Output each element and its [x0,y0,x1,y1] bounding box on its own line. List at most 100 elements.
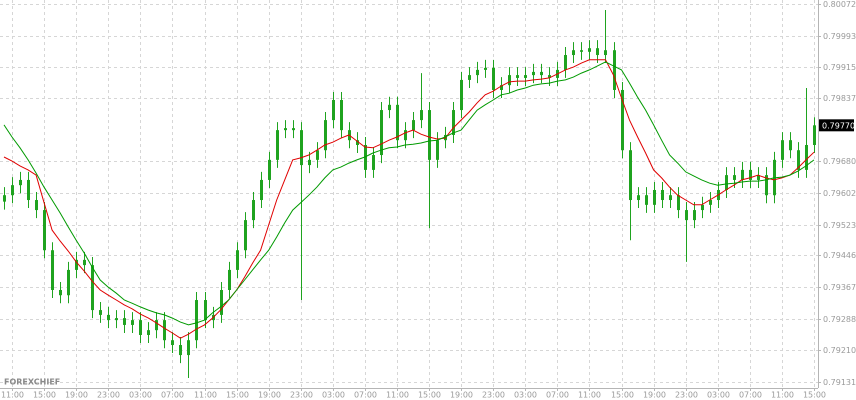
x-tick-label: 11:00 [771,391,794,400]
candle-body [621,89,624,151]
candle-body [524,75,527,78]
candle-body [412,120,415,131]
candle-body [653,189,656,205]
candle-body [139,320,142,335]
candle-body [741,169,744,180]
candle-body [460,79,463,111]
candle-body [580,50,583,52]
moving-average-line [3,59,815,339]
grid-layer [0,0,818,388]
x-tick-label: 23:00 [482,391,505,400]
candle-body [292,128,295,131]
x-tick-label: 03:00 [129,391,152,400]
candle-body [364,144,367,170]
candle-body [757,175,760,180]
x-tick-label: 15:00 [418,391,441,400]
x-tick-label: 19:00 [643,391,666,400]
y-tick-label: 0.79993 [823,32,856,41]
candle-body [733,175,736,180]
candle-body [604,50,607,56]
candle-body [452,110,455,135]
x-tick-label: 15:00 [803,391,826,400]
x-tick-label: 03:00 [322,391,345,400]
candle-body [11,185,14,196]
candle-body [404,130,407,141]
x-tick-label: 15:00 [611,391,634,400]
candle-body [396,104,399,141]
candle-body [805,144,808,170]
candle-body [35,200,38,211]
candle-body [781,140,784,160]
candle-body [228,269,231,290]
y-tick-label: 0.79523 [823,221,856,230]
x-tick-label: 03:00 [707,391,730,400]
y-tick-label: 0.79446 [823,251,856,260]
x-tick-label: 15:00 [33,391,56,400]
candle-body [115,318,118,321]
candle-body [268,159,271,180]
candle-body [340,100,343,131]
x-tick-label: 11:00 [1,391,24,400]
candle-body [27,179,30,201]
x-tick-label: 07:00 [161,391,184,400]
x-tick-label: 23:00 [290,391,313,400]
x-tick-label: 07:00 [739,391,762,400]
candle-body [324,120,327,151]
candle-body [179,345,182,356]
candle-body [613,50,616,90]
candle-body [300,130,303,166]
candle-body [661,189,664,201]
candle-body [236,250,239,270]
candle-body [492,67,495,90]
candle-body [276,130,279,160]
watermark: FOREXCHIEF [4,378,60,387]
candle-body [629,150,632,201]
candle-body [669,195,672,201]
candle-body [155,320,158,331]
candle-body [468,75,471,80]
y-tick-label: 0.79367 [823,283,856,292]
y-tick-label: 0.79837 [823,94,856,103]
candle-body [19,179,22,186]
y-tick-label: 0.79131 [823,378,856,387]
x-tick-label: 11:00 [386,391,409,400]
candle-body [67,269,70,296]
x-tick-label: 19:00 [450,391,473,400]
candle-body [123,318,126,325]
candle-body [508,75,511,86]
candle-body [500,85,503,90]
candle-body [372,155,375,170]
candle-body [284,128,287,131]
candle-body [701,204,704,211]
candle-body [147,330,150,335]
candle-body [316,150,319,160]
candle-body [588,48,591,52]
candle-body [99,310,102,315]
candle-body [332,100,335,121]
candle-body [260,179,263,201]
candle-body [725,175,728,190]
candle-body [693,210,696,221]
candle-body [765,175,768,196]
x-tick-label: 15:00 [226,391,249,400]
candle-body [685,210,688,221]
candle-body [171,340,174,346]
candle-body [749,169,752,180]
candle-body [572,50,575,56]
y-tick-label: 0.79210 [823,346,856,355]
candle-body [420,110,423,121]
candle-body [204,300,207,321]
candle-body [813,125,816,145]
candle-body [131,320,134,325]
candle-body [187,340,190,356]
candle-body [484,67,487,70]
candle-body [797,150,800,170]
y-tick-label: 0.80072 [823,0,856,9]
candle-body [637,195,640,201]
candle-body [59,289,62,296]
y-tick-label: 0.79680 [823,157,856,166]
last-price-box [819,119,854,132]
